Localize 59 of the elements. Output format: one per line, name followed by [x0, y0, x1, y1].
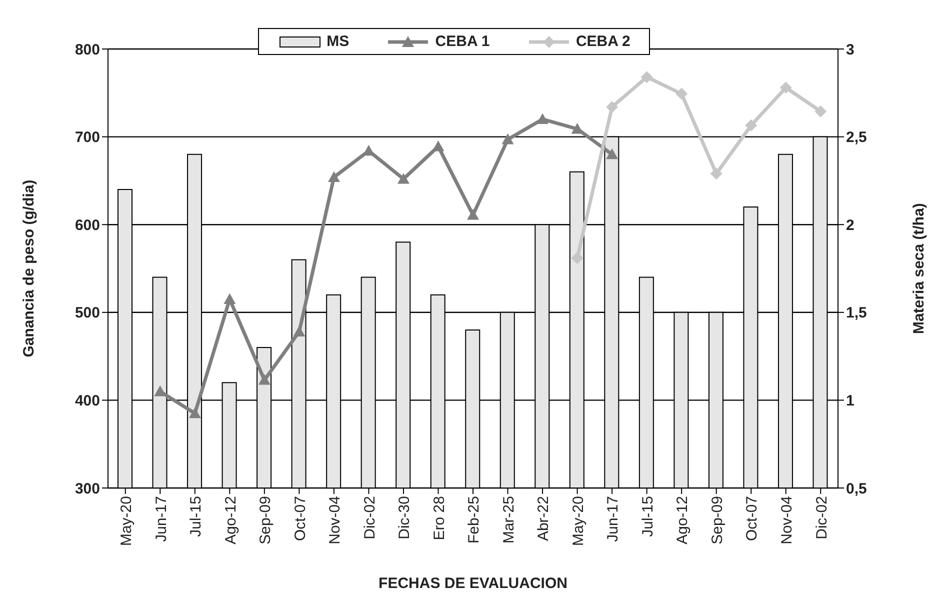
legend-label: CEBA 2: [576, 33, 630, 50]
point: [293, 326, 306, 337]
x-tick-label: Nov-04: [326, 496, 344, 544]
point: [606, 148, 618, 160]
x-tick-label: Jun-17: [604, 496, 622, 542]
point: [188, 407, 201, 418]
y2-tick-label: 1,5: [846, 304, 867, 322]
point: [224, 293, 236, 304]
x-tick-label: Jul-15: [639, 496, 656, 537]
point: [814, 105, 827, 118]
point: [502, 133, 514, 144]
x-tick-label: Oct-07: [292, 496, 309, 542]
x-tick-label: Sep-09: [257, 496, 274, 544]
x-tick-label: Ago-12: [674, 496, 692, 544]
x-tick-label: Dic-02: [813, 496, 830, 540]
point: [432, 140, 444, 152]
x-tick-label: Oct-07: [744, 496, 761, 542]
y2-tick-label: 0,5: [846, 480, 867, 498]
point: [536, 113, 549, 124]
point: [676, 88, 688, 100]
point: [328, 171, 340, 182]
y-tick-label: 400: [74, 392, 100, 410]
x-tick-label: Dic-30: [396, 496, 414, 540]
legend-label: CEBA 1: [435, 33, 490, 50]
point: [745, 119, 758, 132]
y2-tick-label: 3: [846, 41, 854, 58]
y2-tick-label: 2,5: [846, 129, 867, 146]
y-tick-label: 300: [74, 480, 100, 498]
y2-tick-label: 2: [846, 216, 854, 234]
point: [606, 100, 618, 113]
x-tick-label: May-20: [118, 496, 136, 546]
y2-tick-label: 1: [846, 392, 854, 410]
point: [397, 172, 410, 184]
y-tick-label: 700: [74, 129, 100, 146]
x-tick-label: Ago-12: [222, 496, 240, 544]
x-tick-label: Jul-15: [188, 496, 205, 537]
x-tick-label: Feb-25: [466, 496, 483, 544]
x-tick-label: Mar-25: [500, 496, 518, 544]
point: [154, 385, 166, 396]
x-tick-label: May-20: [570, 496, 587, 546]
y-tick-label: 500: [74, 304, 100, 322]
x-tick-label: Sep-09: [708, 496, 726, 544]
y-tick-label: 600: [74, 216, 100, 234]
y-tick-label: 800: [74, 41, 100, 58]
y2-axis-title: Materia seca (t/ha): [910, 203, 928, 334]
point: [467, 208, 479, 220]
point: [258, 374, 270, 385]
x-tick-label: Ero 28: [430, 496, 448, 540]
point: [571, 252, 584, 264]
legend-label: MS: [326, 33, 350, 50]
point: [780, 82, 792, 94]
point: [710, 168, 722, 180]
x-tick-label: Dic-02: [361, 496, 378, 540]
x-tick-label: Jun-17: [152, 496, 170, 542]
x-tick-label: Abr-22: [535, 496, 552, 542]
x-tick-label: Nov-04: [778, 496, 796, 544]
y-axis-title: Ganancia de peso (g/dia): [20, 180, 38, 358]
point: [640, 71, 653, 84]
x-axis-title: FECHAS DE EVALUACION: [378, 575, 568, 592]
